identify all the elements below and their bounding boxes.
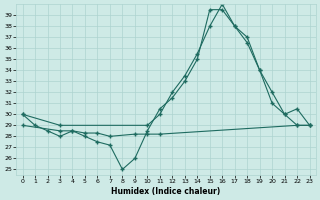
X-axis label: Humidex (Indice chaleur): Humidex (Indice chaleur) [111, 187, 221, 196]
